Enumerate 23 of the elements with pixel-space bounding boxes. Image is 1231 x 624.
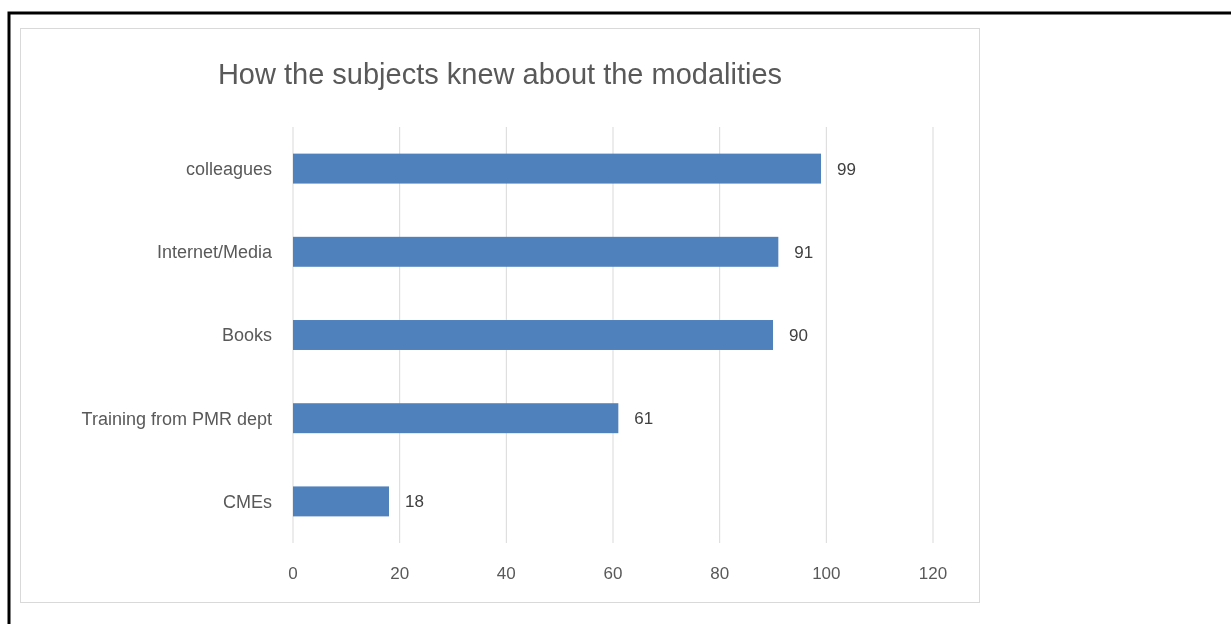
x-tick-label: 40 <box>496 564 516 583</box>
data-label: 91 <box>794 242 814 262</box>
data-label: 90 <box>789 325 808 345</box>
bar <box>293 403 619 434</box>
data-label: 61 <box>634 409 654 429</box>
bar <box>293 236 779 267</box>
x-tick-label: 60 <box>603 564 623 583</box>
bar <box>293 320 773 350</box>
x-tick-label: 100 <box>812 564 841 583</box>
bar <box>293 153 821 184</box>
y-tick-label: colleagues <box>185 158 272 179</box>
data-label: 99 <box>837 159 856 179</box>
x-tick-label: 0 <box>288 564 298 583</box>
y-tick-label: Books <box>221 325 272 346</box>
bar <box>293 486 389 517</box>
x-tick-label: 120 <box>918 564 948 583</box>
data-label: 18 <box>405 492 424 512</box>
chart-title: How the subjects knew about the modalities <box>217 58 783 90</box>
x-tick-label: 80 <box>710 564 730 583</box>
y-tick-label: CMEs <box>223 491 272 512</box>
y-tick-label: Training from PMR dept <box>81 408 272 429</box>
x-tick-label: 20 <box>390 564 410 583</box>
y-tick-label: Internet/Media <box>156 242 273 263</box>
